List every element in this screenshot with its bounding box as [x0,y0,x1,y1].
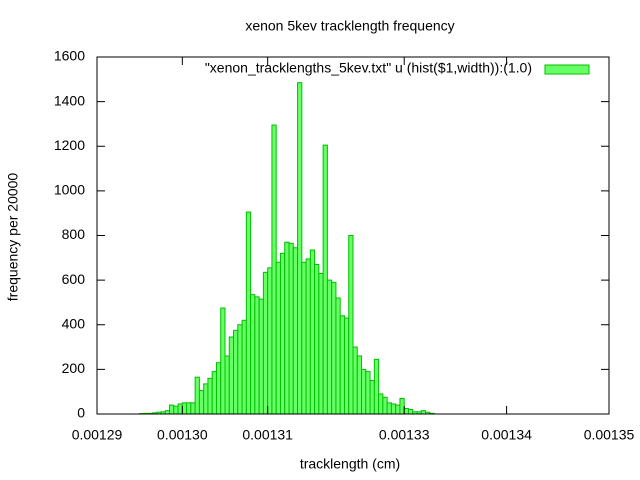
bar [399,397,405,415]
bar [267,267,273,415]
bar [275,261,281,415]
plot-border [96,56,610,415]
y-tick-label: 200 [62,360,86,376]
bar [262,271,269,415]
bar [339,315,345,415]
y-tick-label: 600 [62,271,86,287]
bar [241,319,247,415]
bar [177,403,183,415]
bar [420,410,427,415]
bar [369,380,375,415]
bar [373,358,380,415]
bar [173,405,179,415]
bar [305,258,311,415]
bar [378,393,384,415]
bar [335,297,341,415]
bar [279,252,286,415]
bar [250,294,256,415]
legend-label: "xenon_tracklengths_5kev.txt" u (hist($1… [205,60,532,76]
bar [390,403,397,415]
legend-swatch [544,64,590,75]
bar [186,402,192,415]
bar [292,247,299,415]
bar [220,307,226,415]
bar [343,317,350,415]
bar [348,235,354,415]
bar [228,336,235,415]
bar [254,296,260,415]
bar [203,383,209,415]
bar [395,404,401,415]
bar [190,402,196,415]
bar [326,279,333,415]
bar [207,377,213,415]
bar [233,329,239,415]
y-tick-label: 1200 [54,137,85,153]
bar [403,407,409,415]
x-tick-label: 0.00130 [157,427,208,443]
y-tick-label: 1400 [54,92,85,108]
x-tick-label: 0.00135 [584,427,635,443]
y-tick-label: 800 [62,226,86,242]
bar [352,346,358,415]
bar [301,261,307,415]
bar [181,402,188,415]
bar [284,241,290,415]
x-tick-label: 0.00133 [379,427,430,443]
bar [382,396,388,415]
bar [297,82,303,415]
bar [271,124,277,415]
y-tick-label: 1600 [54,48,85,64]
chart-title: xenon 5kev tracklength frequency [245,18,454,34]
x-tick-label: 0.00129 [72,427,123,443]
bar [211,371,217,415]
bar [164,410,171,415]
x-tick-label: 0.00134 [481,427,532,443]
bar [361,368,367,415]
bar [194,376,200,415]
bar [215,362,222,415]
bar [288,242,294,415]
x-axis-label: tracklength (cm) [300,456,400,472]
bar [407,409,414,415]
bar [198,390,205,415]
y-tick-label: 400 [62,315,86,331]
bar [386,402,392,415]
y-tick-label: 1000 [54,182,85,198]
bar [245,211,252,415]
bar [365,371,371,415]
bar [237,324,243,415]
bar [322,144,328,415]
bar [356,355,363,415]
bar [331,281,337,415]
bar [309,249,316,415]
bar [224,355,230,415]
bar [169,404,175,415]
bar [258,298,264,415]
bar [318,272,324,415]
bar [314,264,320,415]
x-tick-label: 0.00131 [242,427,293,443]
y-tick-label: 0 [77,405,85,421]
y-axis-label: frequency per 20000 [5,173,21,302]
